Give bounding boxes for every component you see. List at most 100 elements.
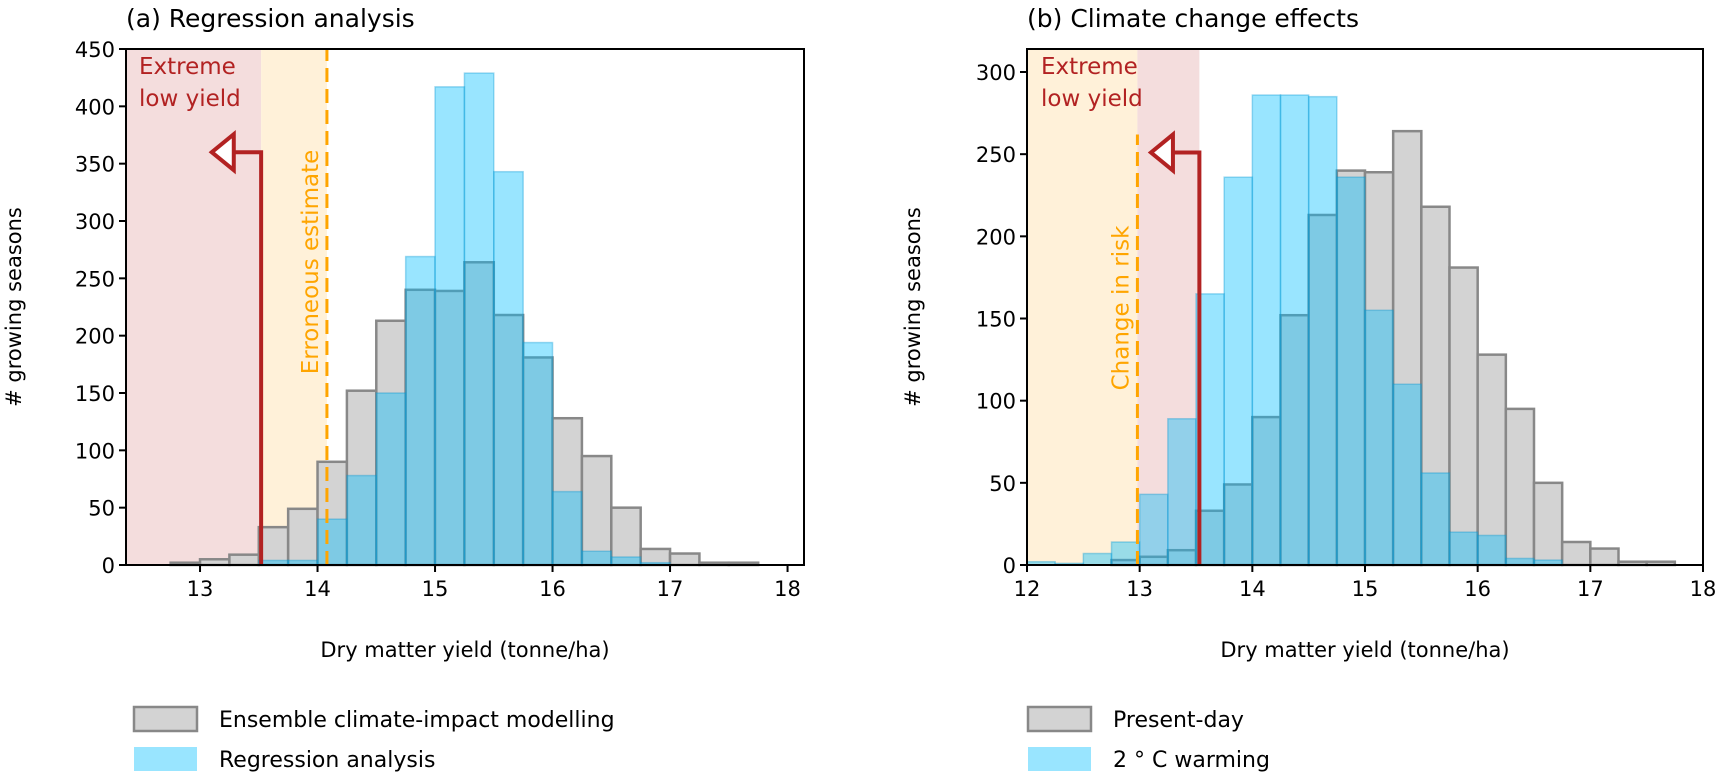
y-tick-label: 150 bbox=[976, 308, 1016, 332]
panel-a-ylabel: # growing seasons bbox=[2, 207, 26, 407]
x-tick-label: 18 bbox=[774, 577, 801, 601]
x-tick-label: 13 bbox=[187, 577, 214, 601]
bar-grey bbox=[463, 261, 496, 567]
bar-blue bbox=[1420, 472, 1451, 566]
panel-a-xlabel: Dry matter yield (tonne/ha) bbox=[320, 638, 609, 662]
bar-blue bbox=[1448, 531, 1479, 566]
bar-grey bbox=[1560, 540, 1592, 567]
x-tick-label: 15 bbox=[1352, 577, 1379, 601]
threshold-line bbox=[225, 150, 264, 565]
panel-a-regression: Erroneous estimate Extreme low yield 13 14 15… bbox=[75, 38, 805, 601]
y-tick-label: 50 bbox=[88, 497, 115, 521]
bar-blue bbox=[1392, 383, 1423, 566]
bar-grey bbox=[668, 552, 701, 567]
x-tick-label: 13 bbox=[1126, 577, 1153, 601]
y-tick-label: 0 bbox=[102, 554, 115, 578]
y-tick-label: 350 bbox=[75, 153, 115, 177]
x-tick-label: 16 bbox=[539, 577, 566, 601]
y-tick-label: 200 bbox=[75, 325, 115, 349]
y-tick-label: 250 bbox=[75, 267, 115, 291]
extreme-low-yield-zone bbox=[126, 49, 262, 565]
x-tick-label: 17 bbox=[1577, 577, 1604, 601]
y-tick-label: 400 bbox=[75, 95, 115, 119]
x-tick-label: 15 bbox=[422, 577, 449, 601]
legend-swatch-present-day bbox=[1026, 705, 1093, 733]
bar-grey bbox=[375, 319, 407, 567]
extreme-low-yield-label: low yield bbox=[139, 86, 241, 112]
bar-blue bbox=[493, 170, 524, 566]
bar-blue bbox=[581, 550, 613, 566]
bar-grey bbox=[1532, 481, 1564, 567]
y-tick-label: 100 bbox=[976, 390, 1016, 414]
axes-frame bbox=[125, 48, 805, 566]
bar-grey bbox=[257, 525, 290, 567]
bar-blue bbox=[1110, 541, 1141, 566]
extreme-low-yield-label: low yield bbox=[1041, 86, 1143, 112]
bar-blue bbox=[1223, 176, 1254, 566]
bar-grey bbox=[228, 553, 261, 567]
bar-grey bbox=[1420, 205, 1451, 567]
panel-b-ylabel: # growing seasons bbox=[901, 207, 925, 407]
y-tick-label: 300 bbox=[976, 61, 1016, 85]
legend-swatch-warming bbox=[1028, 747, 1091, 771]
x-tick-label: 16 bbox=[1464, 577, 1491, 601]
bar-grey bbox=[286, 507, 319, 567]
dashed-line-label: Change in risk bbox=[1108, 225, 1134, 390]
y-tick-label: 100 bbox=[75, 439, 115, 463]
bar-grey bbox=[580, 454, 613, 567]
legend-b: Present-day 2 ° C warming bbox=[1026, 705, 1270, 773]
legend-swatch-ensemble bbox=[132, 705, 199, 733]
bar-blue bbox=[1167, 417, 1197, 566]
x-tick-label: 14 bbox=[1239, 577, 1266, 601]
bar-blue bbox=[1138, 493, 1169, 566]
bar-blue bbox=[551, 490, 583, 566]
x-tick-label: 12 bbox=[1014, 577, 1041, 601]
y-tick-label: 50 bbox=[989, 472, 1016, 496]
legend-a: Ensemble climate-impact modelling Regres… bbox=[132, 705, 615, 773]
bar-grey bbox=[1589, 547, 1620, 567]
y-tick-label: 250 bbox=[976, 143, 1016, 167]
y-tick-label: 150 bbox=[75, 382, 115, 406]
extreme-low-yield-label: Extreme bbox=[139, 54, 236, 80]
bar-grey bbox=[1307, 213, 1339, 567]
bar-blue bbox=[1279, 94, 1310, 566]
bar-blue bbox=[1082, 552, 1113, 566]
bar-blue bbox=[1476, 534, 1507, 566]
bar-blue bbox=[1336, 176, 1366, 566]
bar-grey bbox=[1448, 266, 1479, 567]
legend-label-warming: 2 ° C warming bbox=[1113, 748, 1270, 773]
legend-label-present-day: Present-day bbox=[1113, 708, 1244, 733]
change-in-risk-zone bbox=[1027, 49, 1138, 565]
bar-grey bbox=[1335, 169, 1367, 567]
bar-grey bbox=[345, 389, 378, 567]
x-tick-label: 17 bbox=[657, 577, 684, 601]
bar-blue bbox=[1251, 94, 1282, 566]
bar-blue bbox=[463, 72, 495, 566]
y-tick-label: 450 bbox=[75, 38, 115, 62]
panel-b-title: (b) Climate change effects bbox=[1027, 4, 1359, 33]
legend-label-ensemble: Ensemble climate-impact modelling bbox=[219, 708, 615, 733]
y-tick-label: 0 bbox=[1003, 554, 1016, 578]
bar-blue bbox=[610, 556, 642, 566]
extreme-low-yield-label: Extreme bbox=[1041, 54, 1138, 80]
threshold-line bbox=[1164, 150, 1202, 565]
bar-blue bbox=[346, 474, 378, 566]
arrow-left-icon bbox=[208, 129, 236, 175]
panel-a-title: (a) Regression analysis bbox=[126, 4, 415, 33]
bar-grey bbox=[433, 289, 466, 567]
bar-blue bbox=[316, 518, 348, 566]
bar-blue bbox=[434, 86, 466, 566]
dashed-line-label: Erroneous estimate bbox=[298, 150, 324, 375]
y-tick-label: 200 bbox=[976, 225, 1016, 249]
bar-grey bbox=[1476, 353, 1508, 567]
arrow-left-icon bbox=[1147, 130, 1175, 175]
erroneous-estimate-zone bbox=[261, 49, 327, 565]
extreme-low-yield-zone bbox=[1137, 49, 1200, 565]
bar-grey bbox=[1251, 415, 1282, 567]
bar-blue bbox=[1307, 95, 1338, 566]
bar-blue bbox=[1364, 309, 1394, 566]
panel-b-climate-change: Change in risk Extreme low yield 12 13 14 15 16… bbox=[976, 48, 1717, 601]
x-tick-label: 18 bbox=[1690, 577, 1717, 601]
bar-grey bbox=[1504, 407, 1536, 567]
